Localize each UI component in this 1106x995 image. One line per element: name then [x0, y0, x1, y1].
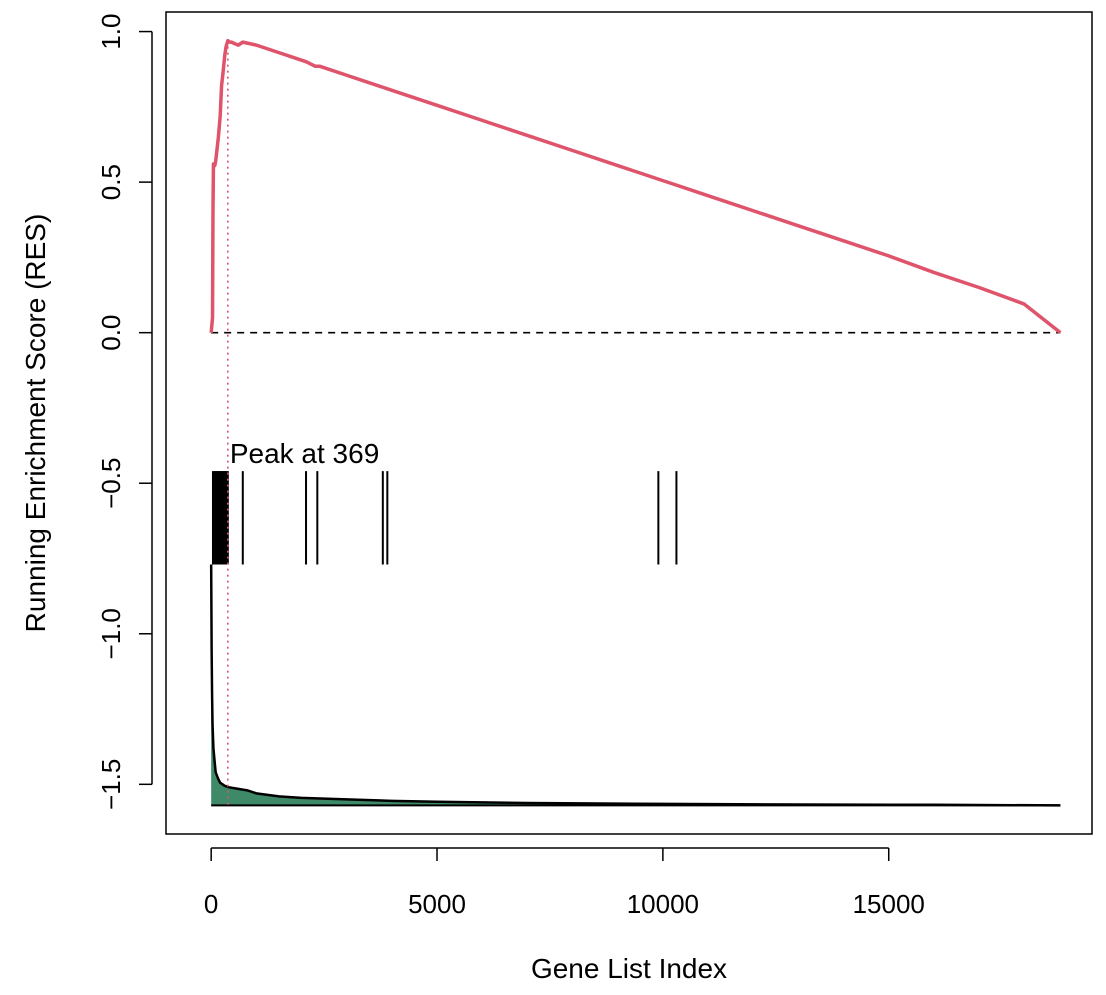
y-tick-label: 0.5 [96, 164, 126, 200]
x-axis-title: Gene List Index [531, 953, 727, 984]
y-tick-label: 1.0 [96, 13, 126, 49]
x-tick-label: 5000 [408, 889, 466, 919]
y-axis-title: Running Enrichment Score (RES) [20, 214, 51, 633]
y-tick-label: −0.5 [96, 458, 126, 509]
x-tick-label: 0 [204, 889, 218, 919]
y-tick-label: 0.0 [96, 315, 126, 351]
peak-annotation: Peak at 369 [230, 438, 379, 469]
gene-hit-marks [211, 471, 678, 565]
metric-fill-area [211, 564, 1061, 806]
res-line [209, 38, 1062, 335]
x-tick-label: 10000 [627, 889, 699, 919]
x-tick-label: 15000 [853, 889, 925, 919]
plot-frame [165, 11, 1093, 835]
running-enrichment-series [209, 38, 1062, 335]
y-tick-label: −1.5 [96, 759, 126, 810]
y-axis: −1.5 −1.0 −0.5 0.0 0.5 1.0 [96, 13, 153, 810]
metric-curve [209, 564, 1061, 807]
ranked-metric-area [209, 564, 1061, 807]
x-axis: 0 5000 10000 15000 [204, 847, 925, 919]
y-tick-label: −1.0 [96, 608, 126, 659]
